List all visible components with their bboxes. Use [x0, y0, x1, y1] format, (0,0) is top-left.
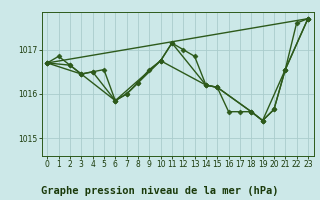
- Text: Graphe pression niveau de la mer (hPa): Graphe pression niveau de la mer (hPa): [41, 186, 279, 196]
